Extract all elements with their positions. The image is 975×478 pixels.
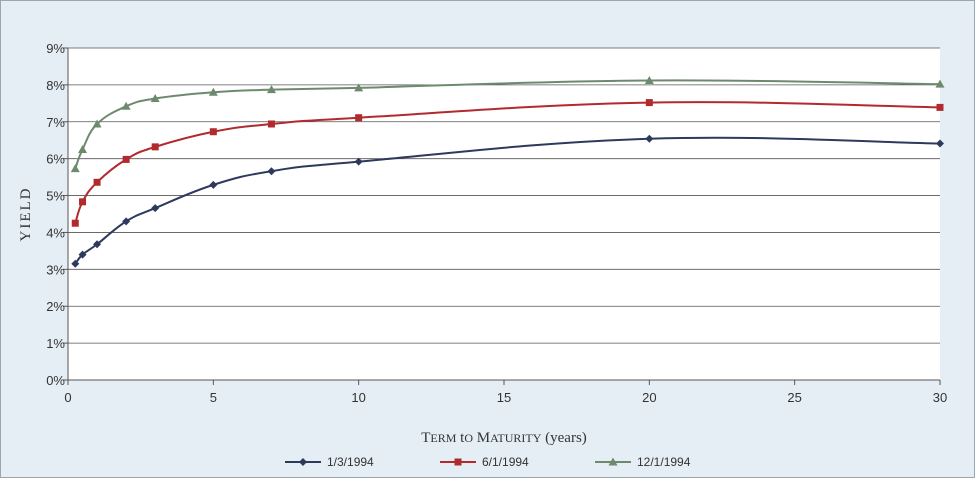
data-point (93, 240, 102, 249)
y-tick-label: 5% (46, 189, 65, 204)
y-tick-label: 2% (46, 299, 65, 314)
data-point (92, 119, 102, 128)
data-point (122, 155, 130, 163)
legend-item: 6/1/1994 (440, 455, 529, 469)
series-1 (71, 134, 944, 268)
data-point (936, 139, 944, 148)
data-point (70, 164, 80, 173)
y-tick-label: 0% (46, 373, 65, 388)
x-axis-title-group: TERM tO MATURITY (years) (421, 430, 587, 446)
x-tick-label: 15 (497, 390, 511, 405)
data-point (71, 219, 79, 227)
y-axis-title-group: YIELD (18, 187, 34, 242)
y-axis-title: YIELD (18, 187, 34, 242)
y-tick-label: 6% (46, 152, 65, 167)
y-tick-label: 4% (46, 225, 65, 240)
x-axis-title: TERM tO MATURITY (years) (421, 430, 587, 446)
tick-labels: 0% 1% 2% 3% 4% 5% 6% 7% 8% 9% 0 5 10 15 20 25 30 (46, 41, 947, 405)
legend-item: 1/3/1994 (285, 455, 374, 469)
y-tick-label: 9% (46, 41, 65, 56)
y-tick-label: 3% (46, 262, 65, 277)
legend-label: 6/1/1994 (482, 455, 529, 469)
data-point (355, 114, 363, 122)
legend: 1/3/1994 6/1/1994 12/1/1994 (285, 455, 691, 469)
data-point (78, 250, 87, 259)
data-point (935, 79, 945, 88)
data-point (71, 259, 80, 268)
legend-marker (299, 458, 307, 466)
x-tick-label: 5 (210, 390, 217, 405)
data-point (93, 178, 101, 186)
data-point (151, 204, 160, 213)
x-tick-label: 30 (933, 390, 947, 405)
plot-area (68, 48, 940, 380)
legend-marker (454, 458, 462, 466)
data-point (150, 94, 160, 103)
data-point (209, 128, 217, 136)
data-point (267, 167, 276, 176)
data-point (78, 144, 88, 153)
axes (63, 47, 941, 385)
data-point (209, 180, 218, 189)
y-tick-label: 7% (46, 115, 65, 130)
series-2 (71, 99, 944, 227)
series-3 (70, 75, 945, 173)
legend-label: 12/1/1994 (637, 455, 691, 469)
data-point (354, 157, 363, 166)
legend-label: 1/3/1994 (327, 455, 374, 469)
data-point (644, 75, 654, 84)
legend-item: 12/1/1994 (595, 455, 691, 469)
data-point (79, 198, 87, 206)
x-tick-label: 0 (64, 390, 71, 405)
series-group (70, 75, 945, 268)
data-point (936, 103, 944, 111)
legend-marker (608, 457, 618, 466)
data-point (645, 99, 653, 107)
data-point (267, 120, 275, 128)
data-point (151, 143, 159, 151)
x-tick-label: 20 (642, 390, 656, 405)
y-tick-label: 8% (46, 78, 65, 93)
data-point (354, 83, 364, 92)
data-point (122, 217, 131, 226)
data-point (645, 134, 654, 143)
y-tick-label: 1% (46, 336, 65, 351)
x-tick-label: 25 (787, 390, 801, 405)
x-tick-label: 10 (351, 390, 365, 405)
data-point (208, 87, 218, 96)
data-point (121, 101, 131, 110)
data-point (266, 85, 276, 94)
